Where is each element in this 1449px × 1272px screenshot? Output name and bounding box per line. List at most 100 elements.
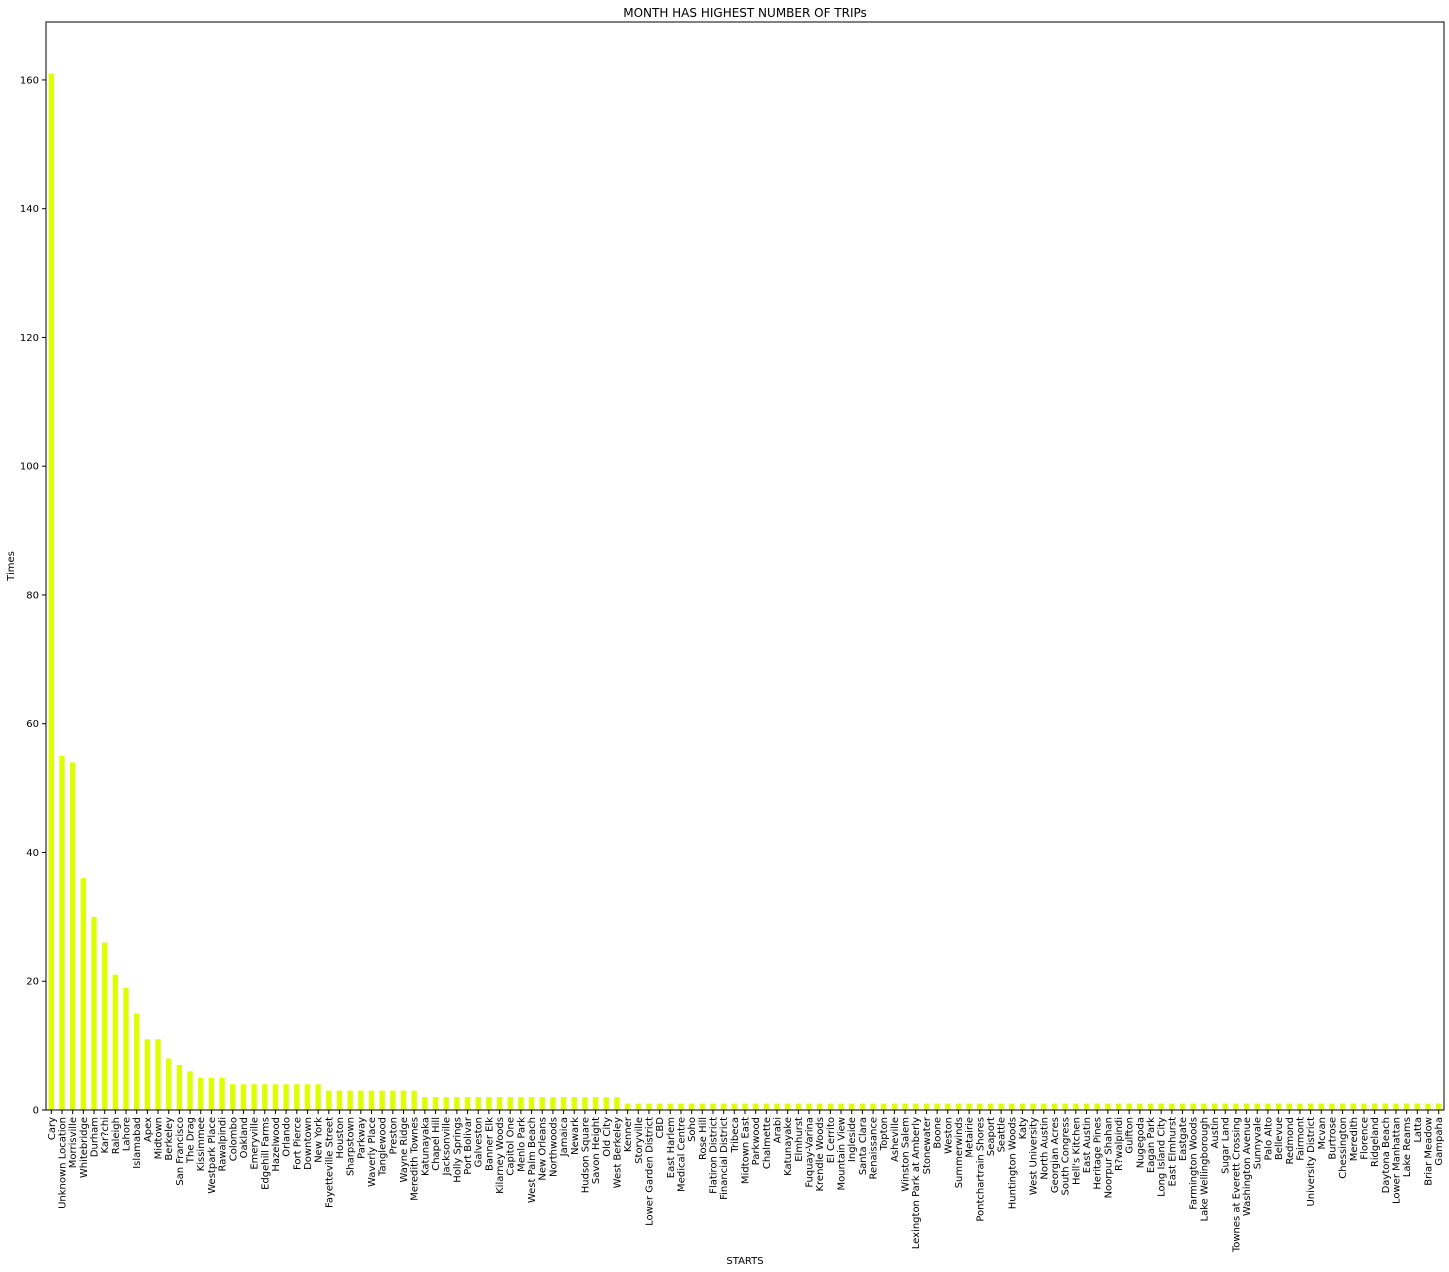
bar: [849, 1103, 855, 1110]
y-tick-label: 0: [33, 1106, 39, 1117]
x-tick-label: Briar Meadow: [1423, 1117, 1434, 1186]
x-tick-label: Waverly Place: [367, 1117, 378, 1187]
x-tick-label: Fayetteville Street: [324, 1117, 335, 1208]
x-tick-label: Kilarney Woods: [495, 1117, 506, 1194]
x-tick-label: Holly Springs: [452, 1117, 463, 1183]
x-tick-label: Eagan Park: [1146, 1117, 1157, 1173]
chart-title: MONTH HAS HIGHEST NUMBER OF TRIPs: [623, 6, 867, 20]
x-tick-label: East Elmhurst: [1167, 1117, 1178, 1187]
x-tick-label: Chapel Hill: [431, 1117, 442, 1171]
bar: [582, 1097, 588, 1110]
x-tick-label: Tribeca: [730, 1117, 741, 1154]
bar: [304, 1084, 311, 1110]
x-tick-label: Daytona Beach: [1381, 1117, 1392, 1193]
x-tick-label: CBD: [655, 1117, 666, 1139]
x-tick-label: Oakland: [239, 1117, 250, 1158]
x-tick-label: Washington Avenue: [1242, 1117, 1253, 1216]
x-tick-label: Townes at Everett Crossing: [1231, 1117, 1242, 1253]
bar: [1158, 1103, 1164, 1110]
bar: [806, 1103, 812, 1110]
bar: [368, 1090, 375, 1110]
x-tick-label: Westpark Place: [207, 1117, 218, 1194]
bar: [539, 1097, 545, 1110]
x-tick-label: Raleigh: [111, 1117, 122, 1154]
bar: [518, 1097, 524, 1110]
bar: [720, 1103, 727, 1110]
bar: [710, 1103, 716, 1110]
x-tick-label: New York: [314, 1117, 325, 1163]
x-tick-label: Islamabad: [132, 1117, 143, 1169]
bar: [742, 1103, 748, 1110]
bar: [315, 1084, 321, 1110]
x-tick-label: Bellevue: [1274, 1117, 1285, 1160]
bar: [635, 1103, 641, 1110]
x-tick-label: Parkway: [356, 1117, 367, 1159]
x-tick-label: Renaissance: [869, 1117, 880, 1179]
bar: [91, 916, 97, 1110]
x-tick-label: Burtrose: [1327, 1117, 1338, 1160]
x-tick-label: Gampaha: [1434, 1117, 1445, 1166]
x-tick-label: Emeryville: [250, 1117, 261, 1170]
x-tick-label: Katunayaka: [420, 1117, 431, 1176]
x-tick-label: Mountain View: [837, 1117, 848, 1191]
bar: [187, 1071, 193, 1110]
x-tick-label: Elmhurst: [794, 1117, 805, 1162]
bar: [240, 1084, 247, 1110]
x-tick-label: Houston: [335, 1117, 346, 1159]
bars-group: [48, 73, 1442, 1110]
bar: [1286, 1103, 1292, 1110]
bar: [1051, 1103, 1058, 1110]
bar: [80, 878, 87, 1110]
bar: [934, 1103, 940, 1110]
x-tick-label: Austin: [1210, 1117, 1221, 1148]
bar: [432, 1097, 439, 1110]
bar: [1222, 1103, 1228, 1110]
x-tick-label: Long Island City: [1157, 1117, 1168, 1197]
x-tick-label: Medical Centre: [676, 1117, 687, 1192]
x-tick-label: Storyville: [634, 1117, 645, 1164]
x-tick-label: Krendle Woods: [815, 1117, 826, 1192]
x-tick-label: Rawalpindi: [218, 1117, 229, 1172]
x-tick-label: Capitol One: [506, 1117, 517, 1176]
bar: [262, 1084, 268, 1110]
x-tick-label: Berkeley: [164, 1117, 175, 1161]
x-tick-label: Sharpstown: [346, 1117, 357, 1176]
bar: [827, 1103, 834, 1110]
bar: [358, 1090, 364, 1110]
bar: [528, 1097, 535, 1110]
bar: [496, 1097, 503, 1110]
bar: [400, 1090, 407, 1110]
bar: [1147, 1103, 1154, 1110]
x-tick-label: Savon Height: [591, 1117, 602, 1184]
bar: [987, 1103, 994, 1110]
x-tick-label: Soho: [687, 1117, 698, 1142]
plot-area-frame: [45, 21, 1445, 1111]
bar: [283, 1084, 289, 1110]
x-tick-label: West Berkeley: [612, 1117, 623, 1188]
bar: [1382, 1103, 1388, 1110]
bar: [1126, 1103, 1132, 1110]
x-tick-label: Arabi: [773, 1117, 784, 1143]
x-tick-label: Winston Salem: [901, 1117, 912, 1192]
bar: [1318, 1103, 1324, 1110]
bar: [326, 1090, 332, 1110]
x-tick-label: Kenner: [623, 1116, 634, 1152]
bar: [102, 942, 108, 1110]
bar: [464, 1097, 471, 1110]
x-tick-label: Palo Alto: [1263, 1117, 1274, 1160]
bar: [1265, 1103, 1271, 1110]
x-tick-label: Stonewater: [922, 1116, 933, 1174]
bar: [1211, 1103, 1218, 1110]
bar: [251, 1084, 257, 1110]
x-tick-label: Port Bolivar: [463, 1116, 474, 1175]
x-tick-label: Unknown Location: [58, 1117, 69, 1209]
bar: [294, 1084, 300, 1110]
x-tick-label: Hudson Square: [580, 1117, 591, 1193]
bar: [656, 1103, 663, 1110]
x-tick-label: Florence: [1359, 1117, 1370, 1160]
x-tick-label: Huntington Woods: [1007, 1117, 1018, 1209]
x-tick-label: R?walpindi: [1114, 1117, 1125, 1171]
bar: [1062, 1103, 1068, 1110]
x-tick-label: Kar?chi: [100, 1117, 111, 1154]
x-tick-label: Summerwinds: [954, 1117, 965, 1188]
